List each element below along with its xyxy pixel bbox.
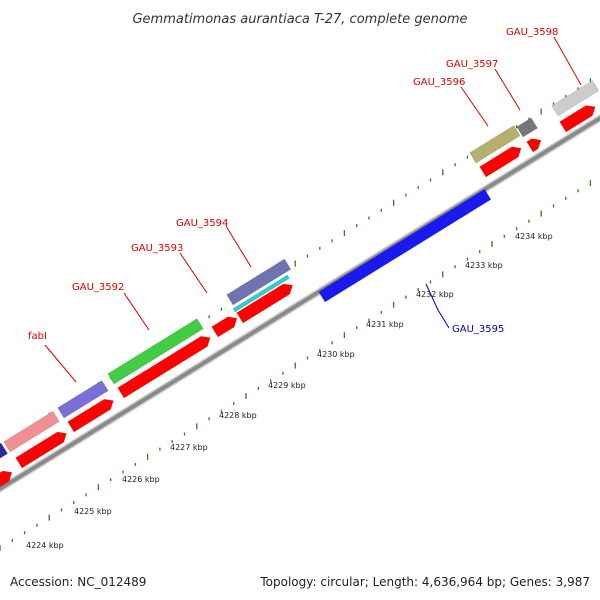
feature-bar-gau-3597[interactable] (516, 117, 538, 138)
gene-labels: fabI GAU_3592 GAU_3593 GAU_3594 GAU_3595… (28, 27, 558, 342)
feature-bar-gau-3598[interactable] (551, 80, 600, 117)
tick-label: 4227 kbp (170, 443, 208, 452)
cds-arrow[interactable] (559, 105, 596, 133)
tick-label: 4225 kbp (74, 507, 112, 516)
map-title: Gemmatimonas aurantiaca T-27, complete g… (132, 12, 467, 27)
tick-label: 4228 kbp (219, 411, 257, 420)
gene-label-gau-3593[interactable]: GAU_3593 (131, 243, 183, 254)
cds-arrow[interactable] (236, 283, 293, 324)
tick-label: 4231 kbp (366, 320, 404, 329)
tick-labels: 4224 kbp 4225 kbp 4226 kbp 4227 kbp 4228… (26, 232, 553, 550)
cds-arrow[interactable] (0, 470, 13, 488)
lower-tick-track (0, 180, 592, 551)
callout-lines (44, 36, 582, 383)
gene-label-gau-3594[interactable]: GAU_3594 (176, 218, 228, 229)
cds-arrow[interactable] (15, 431, 67, 469)
feature-track (0, 80, 600, 488)
tick-label: 4230 kbp (317, 350, 355, 359)
cds-arrow[interactable] (526, 138, 542, 153)
gene-label-gau-3597[interactable]: GAU_3597 (446, 59, 498, 70)
gene-label-gau-3592[interactable]: GAU_3592 (72, 282, 124, 293)
tick-label: 4224 kbp (26, 541, 64, 550)
feature-bar[interactable] (3, 410, 60, 453)
gene-label-fabI[interactable]: fabI (28, 331, 47, 342)
genome-summary-text: Topology: circular; Length: 4,636,964 bp… (259, 575, 590, 589)
tick-label: 4234 kbp (515, 232, 553, 241)
feature-bar-gau-3595[interactable] (318, 188, 492, 303)
feature-bar-gau-3596[interactable] (469, 125, 521, 164)
cds-arrow[interactable] (479, 146, 522, 178)
tick-label: 4232 kbp (416, 290, 454, 299)
tick-label: 4229 kbp (268, 381, 306, 390)
cds-arrow[interactable] (117, 335, 211, 399)
gene-label-gau-3595[interactable]: GAU_3595 (452, 324, 504, 335)
cds-arrow[interactable] (211, 316, 238, 338)
feature-bar[interactable] (0, 442, 9, 462)
tick-label: 4226 kbp (122, 475, 160, 484)
tick-label: 4233 kbp (465, 261, 503, 270)
cds-arrow[interactable] (67, 398, 114, 433)
feature-bar-fabI[interactable] (57, 380, 109, 419)
feature-bar-gau-3592[interactable] (107, 318, 204, 385)
gene-label-gau-3598[interactable]: GAU_3598 (506, 27, 558, 38)
feature-bar-gau-3594[interactable] (226, 258, 292, 306)
feature-bar-stripe[interactable] (232, 274, 290, 313)
accession-text: Accession: NC_012489 (10, 575, 146, 589)
gene-label-gau-3596[interactable]: GAU_3596 (413, 77, 465, 88)
backbone (0, 114, 600, 493)
